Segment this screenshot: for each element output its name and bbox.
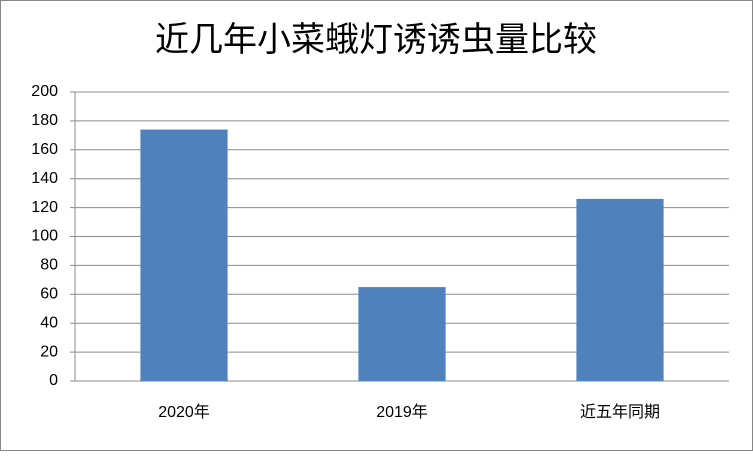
x-tick-label: 2019年 bbox=[376, 403, 428, 421]
y-tick-label: 100 bbox=[31, 228, 58, 245]
y-tick-label: 40 bbox=[40, 314, 58, 331]
y-tick-label: 120 bbox=[31, 199, 58, 216]
chart-title: 近几年小菜蛾灯诱诱虫量比较 bbox=[155, 21, 597, 59]
x-tick-label: 2020年 bbox=[158, 403, 210, 421]
bar bbox=[140, 129, 228, 381]
x-tick-label: 近五年同期 bbox=[580, 403, 660, 421]
y-tick-label: 80 bbox=[40, 257, 58, 274]
bar bbox=[576, 198, 664, 381]
y-tick-label: 60 bbox=[40, 286, 58, 303]
y-tick-label: 180 bbox=[31, 112, 58, 129]
y-tick-label: 160 bbox=[31, 141, 58, 158]
y-tick-label: 140 bbox=[31, 170, 58, 187]
y-tick-label: 20 bbox=[40, 343, 58, 360]
y-tick-label: 0 bbox=[49, 372, 58, 389]
bar bbox=[358, 287, 446, 381]
y-tick-label: 200 bbox=[31, 83, 58, 100]
